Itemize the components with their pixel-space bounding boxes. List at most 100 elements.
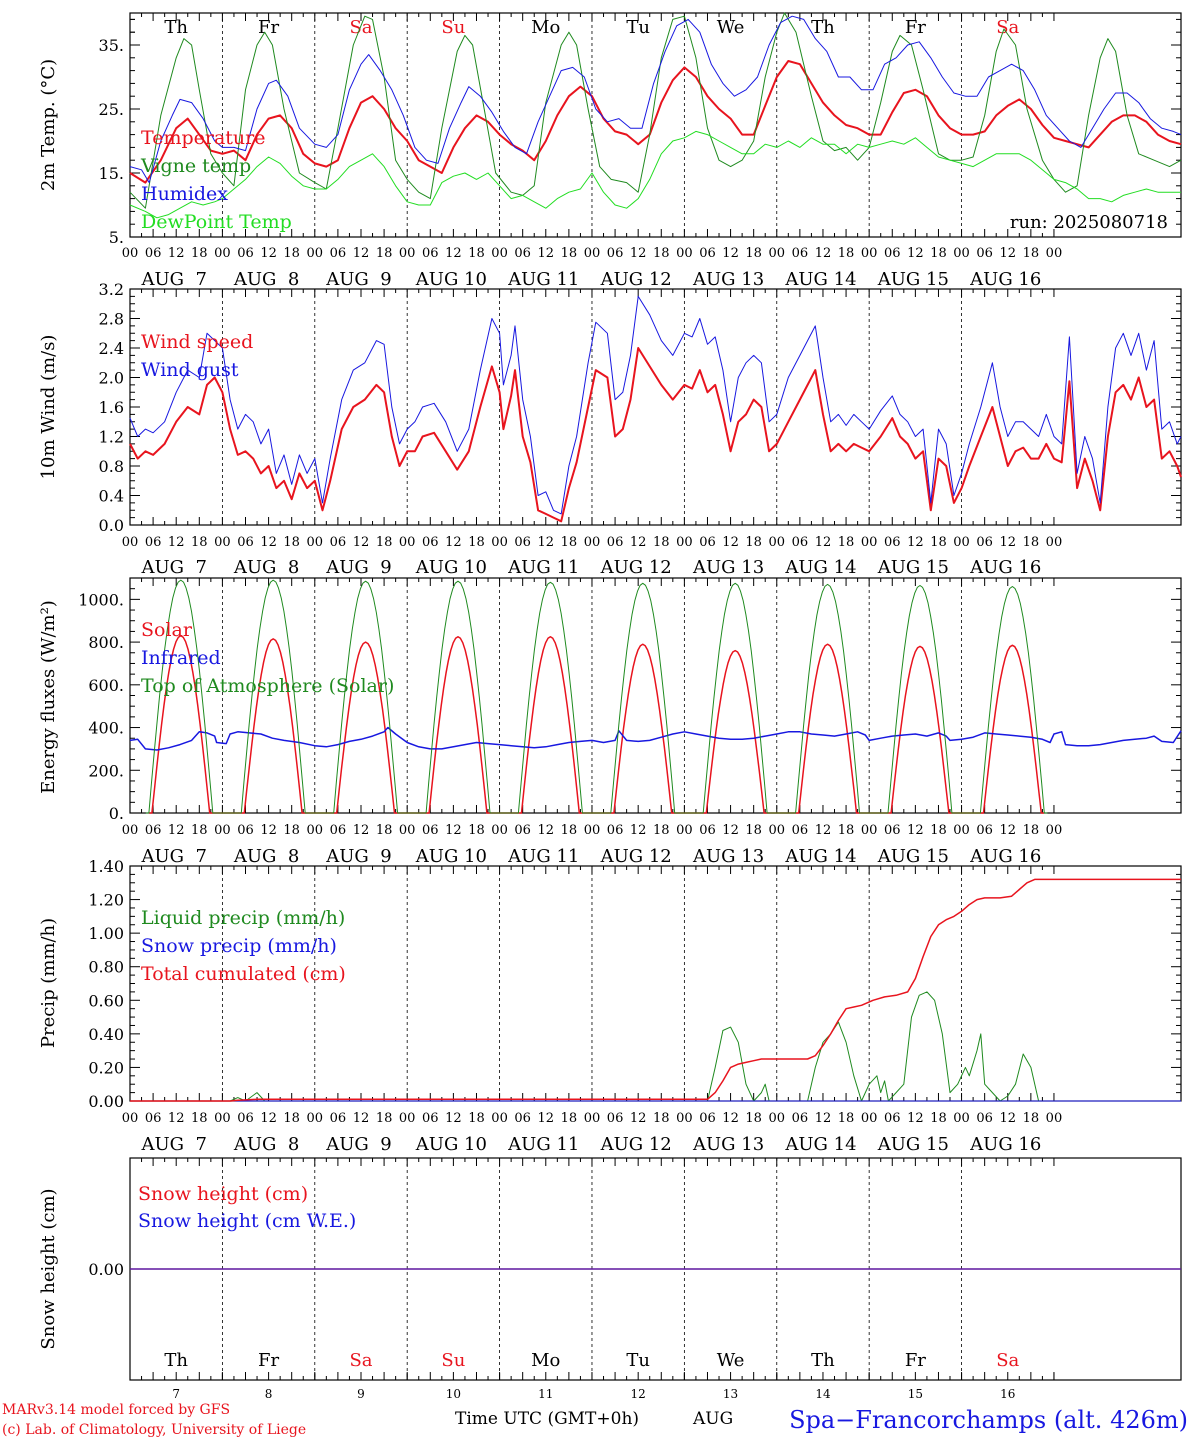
hour-tick-label: 06 <box>514 246 531 261</box>
hour-tick-label: 00 <box>1046 246 1063 261</box>
hour-tick-label: 12 <box>999 823 1016 838</box>
hour-tick-label: 06 <box>514 1111 531 1126</box>
weekday-label: Tu <box>626 1350 650 1371</box>
date-label: AUG 16 <box>969 846 1041 867</box>
wind-ylabel: 10m Wind (m/s) <box>38 335 59 480</box>
hour-tick-label: 18 <box>838 823 855 838</box>
hour-tick-label: 18 <box>1023 246 1040 261</box>
precip-ylabel: Precip (mm/h) <box>38 918 59 1048</box>
y-tick-label: 0.4 <box>99 487 124 506</box>
hour-tick-label: 18 <box>283 246 300 261</box>
series-wind-speed <box>129 347 1182 523</box>
hour-tick-label: 00 <box>768 1111 785 1126</box>
hour-tick-label: 06 <box>514 535 531 550</box>
weekday-label: Th <box>811 1350 835 1371</box>
hour-tick-label: 06 <box>976 246 993 261</box>
hour-tick-label: 06 <box>237 1111 254 1126</box>
hour-tick-label: 18 <box>561 1111 578 1126</box>
hour-tick-label: 00 <box>122 823 139 838</box>
hour-tick-label: 12 <box>722 246 739 261</box>
date-label: AUG 15 <box>877 557 949 578</box>
hour-tick-label: 06 <box>145 246 162 261</box>
hour-tick-label: 06 <box>976 535 993 550</box>
day-number: 11 <box>538 1387 553 1401</box>
date-label: AUG 12 <box>600 269 672 290</box>
day-number: 15 <box>908 1387 923 1401</box>
hour-tick-label: 06 <box>976 823 993 838</box>
hour-tick-label: 18 <box>653 535 670 550</box>
y-tick-label: 0.00 <box>88 1092 124 1111</box>
y-tick-label: 0.0 <box>99 516 124 535</box>
xaxis-label: Time UTC (GMT+0h) <box>455 1409 639 1429</box>
hour-tick-label: 12 <box>999 246 1016 261</box>
y-tick-label: 200. <box>88 761 124 780</box>
wind-panel: 0.0 0.4 0.8 1.2 1.6 2.0 2.4 2.8 3.2 10m Wind (m/s… <box>38 280 1182 578</box>
hour-tick-label: 00 <box>399 823 416 838</box>
hour-tick-label: 06 <box>607 246 624 261</box>
hour-tick-label: 00 <box>861 535 878 550</box>
hour-tick-label: 00 <box>491 535 508 550</box>
hour-tick-label: 12 <box>168 246 185 261</box>
day-number: 7 <box>172 1387 180 1401</box>
hour-tick-label: 00 <box>676 823 693 838</box>
date-label: AUG 10 <box>415 557 487 578</box>
y-tick-label: 1.2 <box>99 428 124 447</box>
y-tick-label: 1000. <box>78 590 124 609</box>
weekday-label: Fr <box>258 1350 279 1371</box>
hour-tick-label: 00 <box>676 246 693 261</box>
hour-tick-label: 06 <box>884 535 901 550</box>
hour-tick-label: 06 <box>514 823 531 838</box>
weekday-label: Mo <box>531 1350 560 1371</box>
weekday-label: Su <box>441 17 465 38</box>
date-label: AUG 13 <box>692 846 764 867</box>
y-tick-label: 0. <box>109 804 124 823</box>
hour-tick-label: 06 <box>330 535 347 550</box>
hour-tick-label: 00 <box>214 1111 231 1126</box>
hour-tick-label: 06 <box>422 246 439 261</box>
y-tick-label: 3.2 <box>99 280 124 299</box>
hour-tick-label: 06 <box>237 823 254 838</box>
hour-tick-label: 12 <box>907 823 924 838</box>
hour-tick-label: 12 <box>630 246 647 261</box>
hour-tick-label: 18 <box>283 1111 300 1126</box>
hour-tick-label: 00 <box>491 1111 508 1126</box>
y-tick-label: 5. <box>109 228 124 247</box>
legend-snow-precip-mm-h: Snow precip (mm/h) <box>141 935 337 957</box>
weekday-label: We <box>717 1350 745 1371</box>
hour-tick-label: 00 <box>1046 1111 1063 1126</box>
hour-tick-label: 12 <box>815 1111 832 1126</box>
hour-tick-label: 18 <box>745 535 762 550</box>
hour-tick-label: 00 <box>953 823 970 838</box>
hour-tick-label: 00 <box>214 535 231 550</box>
y-tick-label: 0.80 <box>88 958 124 977</box>
weekday-label: Fr <box>905 1350 926 1371</box>
legend-infrared: Infrared <box>141 647 221 669</box>
hour-tick-label: 06 <box>884 1111 901 1126</box>
hour-tick-label: 00 <box>399 1111 416 1126</box>
hour-tick-label: 18 <box>468 823 485 838</box>
hour-tick-label: 18 <box>376 246 393 261</box>
legend-vigne-temp: Vigne temp <box>140 155 251 177</box>
credit-line-1: MARv3.14 model forced by GFS <box>2 1402 230 1418</box>
hour-tick-label: 06 <box>145 823 162 838</box>
hour-tick-label: 06 <box>699 535 716 550</box>
date-label: AUG 12 <box>600 846 672 867</box>
hour-tick-label: 12 <box>630 535 647 550</box>
date-label: AUG 13 <box>692 557 764 578</box>
hour-tick-label: 18 <box>283 823 300 838</box>
hour-tick-label: 00 <box>491 823 508 838</box>
hour-tick-label: 00 <box>307 535 324 550</box>
legend-wind-gust: Wind gust <box>141 359 239 381</box>
series-solar <box>148 634 1045 814</box>
date-label: AUG 11 <box>507 269 579 290</box>
date-label: AUG 10 <box>415 1134 487 1155</box>
hour-tick-label: 00 <box>307 1111 324 1126</box>
y-tick-label: 25. <box>99 100 124 119</box>
date-label: AUG 15 <box>877 1134 949 1155</box>
hour-tick-label: 12 <box>353 246 370 261</box>
hour-tick-label: 18 <box>838 246 855 261</box>
hour-tick-label: 12 <box>445 1111 462 1126</box>
hour-tick-label: 00 <box>214 246 231 261</box>
hour-tick-label: 12 <box>538 823 555 838</box>
